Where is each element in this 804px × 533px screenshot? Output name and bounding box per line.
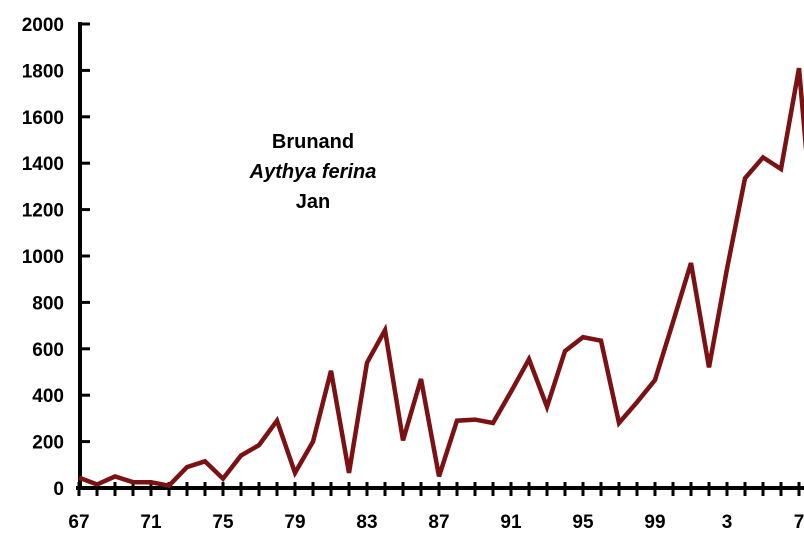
y-tick-label: 200 <box>32 433 64 454</box>
chart-annotation: Brunand Aythya ferina Jan <box>249 131 377 213</box>
y-tick-label: 1400 <box>22 154 64 175</box>
annotation-line2: Aythya ferina <box>249 161 377 183</box>
x-tick-label: 95 <box>572 512 594 533</box>
y-tick-label: 400 <box>32 386 64 407</box>
annotation-line1: Brunand <box>272 131 354 153</box>
x-tick-label: 3 <box>722 512 733 533</box>
x-tick-label: 71 <box>140 512 162 533</box>
y-tick-label: 0 <box>53 479 64 500</box>
y-tick-label: 800 <box>32 293 64 314</box>
x-tick-label: 91 <box>500 512 522 533</box>
y-tick-label: 1800 <box>22 61 64 82</box>
series-line <box>78 67 804 489</box>
annotation-line3: Jan <box>296 191 330 213</box>
x-tick-label: 7 <box>794 512 804 533</box>
x-tick-label: 87 <box>428 512 449 533</box>
y-tick-label: 2000 <box>22 15 64 36</box>
y-tick-label: 600 <box>32 340 64 361</box>
x-tick-label: 79 <box>284 512 305 533</box>
y-axis: 0 200 400 600 800 1000 1200 1400 1600 1800 2000 <box>22 15 90 500</box>
x-tick-label: 75 <box>212 512 234 533</box>
y-tick-label: 1600 <box>22 108 64 129</box>
y-tick-label: 1000 <box>22 247 64 268</box>
x-tick-label: 99 <box>644 512 665 533</box>
series-layer <box>78 67 804 489</box>
x-tick-label: 67 <box>68 512 89 533</box>
y-tick-label: 1200 <box>22 201 64 222</box>
x-axis: 67 71 75 79 83 87 91 95 99 3 7 <box>68 482 804 533</box>
x-tick-label: 83 <box>356 512 377 533</box>
